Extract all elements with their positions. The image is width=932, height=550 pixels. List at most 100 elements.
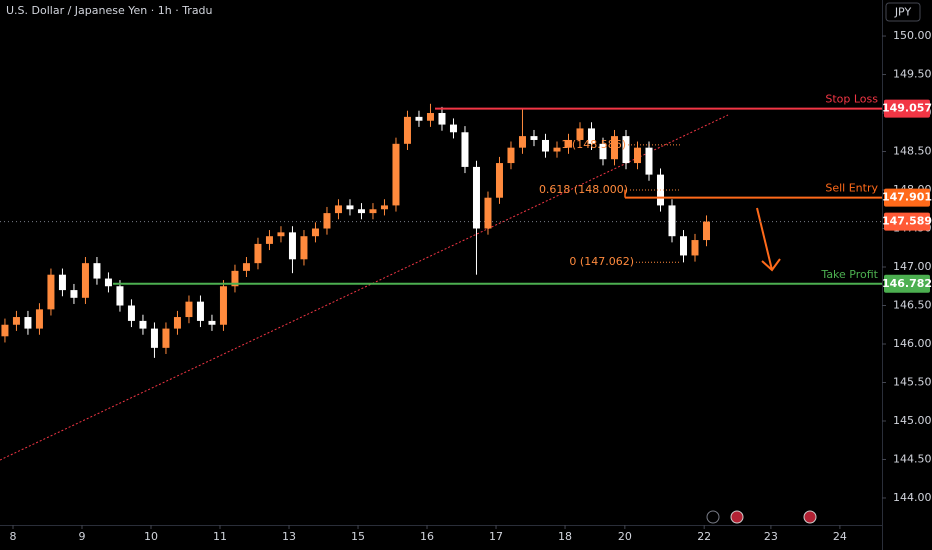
candle-body xyxy=(564,139,572,148)
candle-body xyxy=(472,166,480,229)
x-tick-label: 22 xyxy=(697,530,711,543)
candle-body xyxy=(208,320,216,325)
candle-body xyxy=(196,301,204,321)
candle-body xyxy=(265,236,273,244)
candle-body xyxy=(81,263,89,298)
candle-body xyxy=(495,163,503,198)
candle-body xyxy=(380,205,388,210)
candle-body xyxy=(300,236,308,260)
candle-body xyxy=(12,317,20,325)
level-price-box xyxy=(884,99,930,118)
candle-body xyxy=(645,147,653,175)
x-tick-label: 18 xyxy=(558,530,572,543)
candle-body xyxy=(24,317,32,329)
last-price-box xyxy=(884,212,930,231)
y-tick-label: 149.500 xyxy=(893,68,932,81)
candle-body xyxy=(541,139,549,152)
level-name: Stop Loss xyxy=(825,93,878,106)
chart-title: U.S. Dollar / Japanese Yen · 1h · Tradu xyxy=(6,4,213,17)
event-icon[interactable] xyxy=(706,510,720,524)
level-price: 147.901 xyxy=(882,191,932,204)
level-name: Sell Entry xyxy=(825,182,878,195)
fib-label: 1 (148.586) xyxy=(561,138,626,151)
candle-body xyxy=(127,305,135,321)
x-tick-label: 17 xyxy=(489,530,503,543)
candle-body xyxy=(139,320,147,329)
candle-body xyxy=(507,147,515,164)
x-tick-label: 9 xyxy=(79,530,86,543)
candle-body xyxy=(277,232,285,237)
x-tick-label: 10 xyxy=(144,530,158,543)
candle-body xyxy=(587,128,595,144)
candle-body xyxy=(576,128,584,140)
candle-body xyxy=(415,116,423,121)
event-icon[interactable] xyxy=(803,510,817,524)
y-tick-label: 144.000 xyxy=(893,491,932,504)
fib-label: 0.618 (148.000) xyxy=(539,183,628,196)
candle-body xyxy=(346,205,354,210)
candle-body xyxy=(369,209,377,214)
candle-body xyxy=(231,270,239,287)
currency-box[interactable] xyxy=(885,2,921,22)
x-tick-label: 13 xyxy=(282,530,296,543)
candle-body xyxy=(70,290,78,298)
candle-body xyxy=(403,116,411,144)
candle-body xyxy=(93,263,101,279)
candle-body xyxy=(35,309,43,329)
candle-body xyxy=(449,124,457,133)
level-name: Take Profit xyxy=(820,268,878,281)
candle-body xyxy=(668,205,676,237)
events xyxy=(706,510,817,524)
candle-body xyxy=(219,286,227,325)
candle-body xyxy=(323,213,331,229)
y-tick-label: 150.000 xyxy=(893,29,932,42)
candle-body xyxy=(633,147,641,164)
candle-body xyxy=(461,132,469,167)
level-price: 149.057 xyxy=(882,102,932,115)
y-tick-label: 144.500 xyxy=(893,452,932,465)
candle-body xyxy=(47,274,55,310)
candle-body xyxy=(484,197,492,229)
y-tick-label: 147.000 xyxy=(893,260,932,273)
candle-body xyxy=(116,286,124,306)
x-tick-label: 24 xyxy=(833,530,847,543)
x-tick-label: 8 xyxy=(9,530,16,543)
last-price-label: 147.589 xyxy=(882,215,932,228)
x-tick-label: 23 xyxy=(764,530,778,543)
candle-body xyxy=(702,221,710,241)
candle-body xyxy=(392,143,400,206)
candle-body xyxy=(104,278,112,287)
candle-body xyxy=(150,328,158,348)
y-tick-label: 145.000 xyxy=(893,414,932,427)
currency: JPY xyxy=(894,6,912,19)
candle-body xyxy=(426,113,434,121)
x-tick-label: 20 xyxy=(618,530,632,543)
fib-label: 0 (147.062) xyxy=(569,255,634,268)
candle-body xyxy=(162,328,170,348)
candle-body xyxy=(288,232,296,260)
candle-body xyxy=(691,240,699,256)
candle-body xyxy=(334,205,342,214)
level-price-box xyxy=(884,274,930,293)
candle-body xyxy=(357,209,365,214)
y-tick-label: 145.500 xyxy=(893,375,932,388)
candle-body xyxy=(622,136,630,164)
candle-body xyxy=(553,147,561,152)
candle-body xyxy=(679,236,687,256)
level-price: 146.782 xyxy=(882,277,932,290)
x-tick-label: 11 xyxy=(213,530,227,543)
candle-body xyxy=(599,143,607,160)
y-tick-label: 146.500 xyxy=(893,298,932,311)
y-tick-label: 146.000 xyxy=(893,337,932,350)
candle-body xyxy=(311,228,319,237)
candle-body xyxy=(242,263,250,271)
event-icon[interactable] xyxy=(730,510,744,524)
x-tick-label: 16 xyxy=(420,530,434,543)
candle-body xyxy=(173,317,181,329)
y-tick-label: 148.500 xyxy=(893,145,932,158)
forecast-arrow xyxy=(756,207,781,272)
candle-body xyxy=(185,301,193,318)
level-price-box xyxy=(884,188,930,207)
